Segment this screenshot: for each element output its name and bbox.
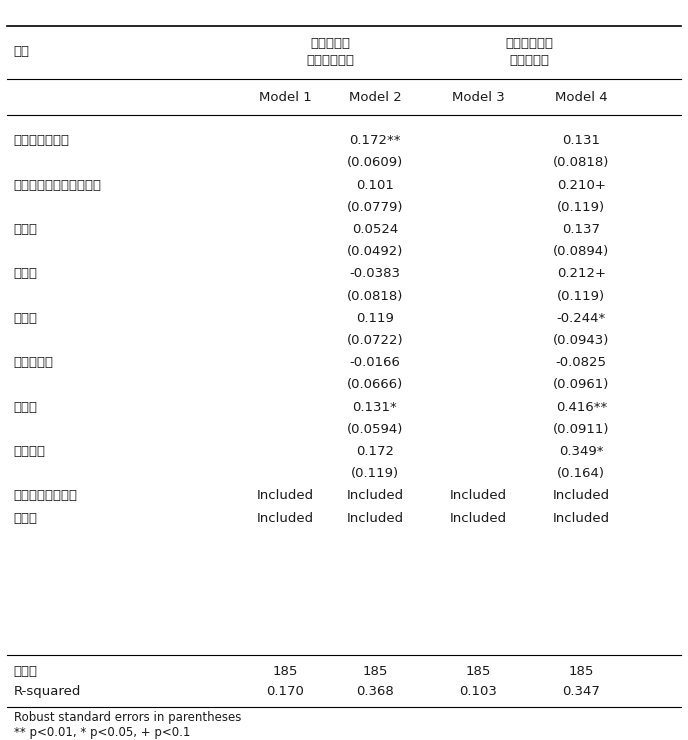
Text: -0.0825: -0.0825	[556, 356, 607, 369]
Text: コントロール変数: コントロール変数	[14, 489, 78, 502]
Text: 開放性: 開放性	[14, 400, 38, 414]
Text: 取締役会の
モニタリング: 取締役会の モニタリング	[306, 37, 354, 67]
Text: 0.212+: 0.212+	[557, 267, 606, 280]
Text: Robust standard errors in parentheses: Robust standard errors in parentheses	[14, 711, 241, 724]
Text: 0.368: 0.368	[356, 684, 394, 698]
Text: Model 4: Model 4	[555, 91, 608, 104]
Text: 他の社外取締役への信頼: 他の社外取締役への信頼	[14, 178, 102, 192]
Text: 観測数: 観測数	[14, 665, 38, 678]
Text: (0.0609): (0.0609)	[347, 156, 403, 169]
Text: (0.119): (0.119)	[557, 201, 605, 214]
Text: (0.0961): (0.0961)	[553, 378, 610, 391]
Text: 定数項: 定数項	[14, 511, 38, 525]
Text: Included: Included	[552, 511, 610, 525]
Text: 0.131*: 0.131*	[352, 400, 398, 414]
Text: (0.0818): (0.0818)	[553, 156, 610, 169]
Text: (0.0666): (0.0666)	[347, 378, 403, 391]
Text: 0.101: 0.101	[356, 178, 394, 192]
Text: Included: Included	[257, 511, 314, 525]
Text: 0.172**: 0.172**	[350, 134, 400, 147]
Text: Included: Included	[552, 489, 610, 502]
Text: 185: 185	[363, 665, 387, 678]
Text: (0.164): (0.164)	[557, 467, 605, 480]
Text: (0.119): (0.119)	[351, 467, 399, 480]
Text: Included: Included	[257, 489, 314, 502]
Text: 0.131: 0.131	[562, 134, 601, 147]
Text: -0.0166: -0.0166	[350, 356, 400, 369]
Text: (0.0492): (0.0492)	[347, 245, 403, 258]
Text: 感情知能: 感情知能	[14, 445, 46, 458]
Text: (0.119): (0.119)	[557, 289, 605, 303]
Text: 組織への一体感: 組織への一体感	[14, 134, 69, 147]
Text: 0.103: 0.103	[459, 684, 497, 698]
Text: 0.170: 0.170	[266, 684, 305, 698]
Text: 外向性: 外向性	[14, 223, 38, 236]
Text: 0.0524: 0.0524	[352, 223, 398, 236]
Text: 変数: 変数	[14, 45, 30, 58]
Text: -0.244*: -0.244*	[557, 312, 606, 325]
Text: 0.210+: 0.210+	[557, 178, 606, 192]
Text: 185: 185	[569, 665, 594, 678]
Text: 感情安定性: 感情安定性	[14, 356, 54, 369]
Text: 0.349*: 0.349*	[559, 445, 603, 458]
Text: Model 1: Model 1	[259, 91, 312, 104]
Text: Included: Included	[449, 489, 507, 502]
Text: R-squared: R-squared	[14, 684, 81, 698]
Text: 0.172: 0.172	[356, 445, 394, 458]
Text: 調和性: 調和性	[14, 267, 38, 280]
Text: -0.0383: -0.0383	[350, 267, 400, 280]
Text: (0.0818): (0.0818)	[347, 289, 403, 303]
Text: (0.0594): (0.0594)	[347, 423, 403, 436]
Text: Included: Included	[449, 511, 507, 525]
Text: Model 3: Model 3	[452, 91, 504, 104]
Text: (0.0894): (0.0894)	[553, 245, 610, 258]
Text: 取締役会への
助言の付与: 取締役会への 助言の付与	[506, 37, 554, 67]
Text: (0.0943): (0.0943)	[553, 334, 610, 347]
Text: 0.416**: 0.416**	[556, 400, 607, 414]
Text: 0.137: 0.137	[562, 223, 601, 236]
Text: (0.0722): (0.0722)	[347, 334, 403, 347]
Text: 0.119: 0.119	[356, 312, 394, 325]
Text: 185: 185	[273, 665, 298, 678]
Text: Included: Included	[346, 511, 404, 525]
Text: ** p<0.01, * p<0.05, + p<0.1: ** p<0.01, * p<0.05, + p<0.1	[14, 726, 190, 739]
Text: 0.347: 0.347	[562, 684, 601, 698]
Text: (0.0911): (0.0911)	[553, 423, 610, 436]
Text: 誠実性: 誠実性	[14, 312, 38, 325]
Text: Included: Included	[346, 489, 404, 502]
Text: 185: 185	[466, 665, 491, 678]
Text: Model 2: Model 2	[349, 91, 401, 104]
Text: (0.0779): (0.0779)	[347, 201, 403, 214]
